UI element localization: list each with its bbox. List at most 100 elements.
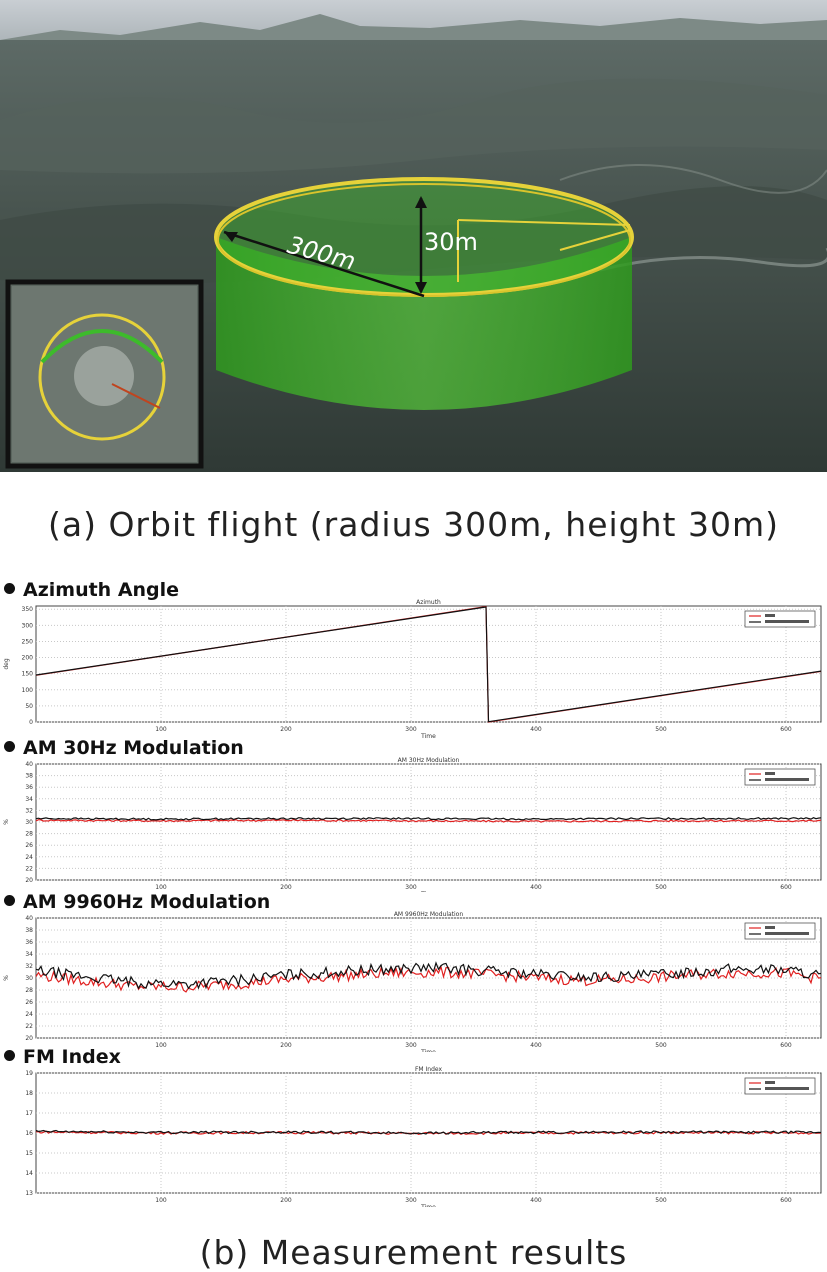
- chart-title: Azimuth: [416, 599, 441, 606]
- y-tick-label: 20: [25, 1035, 33, 1042]
- x-axis-label: Time: [420, 1049, 436, 1052]
- chart-title: FM Index: [415, 1066, 443, 1073]
- x-tick-label: 600: [780, 1197, 792, 1204]
- orbit-cylinder-top: [216, 179, 632, 295]
- y-tick-label: 250: [22, 638, 34, 645]
- x-tick-label: 200: [280, 884, 292, 891]
- y-tick-label: 32: [25, 963, 33, 970]
- section-title-am30: AM 30Hz Modulation: [4, 737, 244, 759]
- series-reference-line: [35, 961, 822, 990]
- series-reference-line: [35, 1129, 822, 1135]
- y-tick-label: 15: [25, 1150, 33, 1157]
- x-tick-label: 100: [155, 884, 167, 891]
- y-tick-label: 300: [22, 622, 34, 629]
- y-tick-label: 50: [25, 703, 33, 710]
- series-reference-line: [35, 816, 822, 821]
- y-tick-label: 34: [25, 951, 33, 958]
- legend-text-marker: [765, 772, 775, 775]
- x-tick-label: 400: [530, 1042, 542, 1049]
- bullet-icon: [4, 583, 15, 594]
- legend-text-marker: [765, 620, 809, 623]
- azimuth-chart: 100 200 300 400 500 600 0 50 100 150 200 250 300 350 A…: [3, 599, 822, 740]
- legend-text-marker: [765, 932, 809, 935]
- y-tick-label: 26: [25, 842, 33, 849]
- y-tick-label: 24: [25, 854, 33, 861]
- section-title-fm-index: FM Index: [4, 1046, 121, 1068]
- y-tick-label: 40: [25, 761, 33, 768]
- x-tick-label: 100: [155, 726, 167, 733]
- y-tick-label: 16: [25, 1130, 33, 1137]
- legend-text-marker: [765, 1081, 775, 1084]
- y-tick-label: 350: [22, 606, 34, 613]
- caption-measurement-results: (b) Measurement results: [199, 1233, 628, 1272]
- legend: [744, 922, 816, 940]
- y-tick-label: 32: [25, 807, 33, 814]
- y-tick-label: 36: [25, 784, 33, 791]
- am9960-chart: 100 200 300 400 500 600 20 22 24 26 28 30 32 34 36 38 40…: [3, 911, 822, 1052]
- y-tick-label: 17: [25, 1110, 33, 1117]
- legend-text-marker: [765, 614, 775, 617]
- x-tick-label: 400: [530, 1197, 542, 1204]
- bullet-icon: [4, 895, 15, 906]
- y-tick-label: 24: [25, 1011, 33, 1018]
- y-tick-label: 28: [25, 987, 33, 994]
- orbit-flight-scene: 300m 30m: [0, 0, 827, 472]
- height-label: 30m: [424, 228, 478, 256]
- y-tick-label: 100: [22, 687, 34, 694]
- y-axis-label: %: [3, 975, 10, 981]
- y-tick-label: 38: [25, 773, 33, 780]
- x-tick-label: 500: [655, 726, 667, 733]
- x-tick-label: 300: [405, 1042, 417, 1049]
- legend-box: [744, 922, 816, 940]
- chart-title: AM 9960Hz Modulation: [394, 911, 464, 918]
- x-tick-label: 200: [280, 1197, 292, 1204]
- legend-box: [744, 1077, 816, 1095]
- plot-area: [35, 605, 822, 723]
- x-tick-label: 100: [155, 1042, 167, 1049]
- orbit-cylinder-body: [216, 237, 632, 410]
- radius-arrow: [223, 230, 425, 298]
- series-measured-line: [35, 818, 822, 823]
- y-axis-label: deg: [3, 658, 10, 670]
- caption-orbit-flight: (a) Orbit flight (radius 300m, height 30…: [48, 505, 779, 544]
- y-tick-label: 19: [25, 1070, 33, 1077]
- legend: [744, 610, 816, 628]
- x-tick-label: 400: [530, 726, 542, 733]
- y-tick-label: 13: [25, 1190, 33, 1197]
- x-tick-label: 100: [155, 1197, 167, 1204]
- y-axis-label: %: [3, 819, 10, 825]
- legend-box: [744, 610, 816, 628]
- y-tick-label: 36: [25, 939, 33, 946]
- x-axis-label: Time: [420, 891, 436, 892]
- y-tick-label: 26: [25, 999, 33, 1006]
- legend-text-marker: [765, 926, 775, 929]
- x-tick-label: 600: [780, 726, 792, 733]
- legend-text-marker: [765, 778, 809, 781]
- x-tick-label: 300: [405, 884, 417, 891]
- x-tick-label: 500: [655, 1197, 667, 1204]
- y-tick-label: 22: [25, 1023, 33, 1030]
- y-tick-label: 34: [25, 796, 33, 803]
- inset-orbit-circle: [38, 313, 166, 441]
- y-tick-label: 14: [25, 1170, 33, 1177]
- y-tick-label: 20: [25, 877, 33, 884]
- x-tick-label: 600: [780, 1042, 792, 1049]
- y-tick-label: 28: [25, 831, 33, 838]
- x-axis-label: Time: [420, 1204, 436, 1207]
- section-title-azimuth: Azimuth Angle: [4, 579, 179, 601]
- series-reference-line: [35, 606, 822, 723]
- x-tick-label: 300: [405, 1197, 417, 1204]
- chart-title: AM 30Hz Modulation: [398, 757, 460, 764]
- x-tick-label: 600: [780, 884, 792, 891]
- y-tick-label: 22: [25, 865, 33, 872]
- bullet-icon: [4, 1050, 15, 1061]
- x-tick-label: 300: [405, 726, 417, 733]
- am30-chart: 100 200 300 400 500 600 20 22 24 26 28 30 32 34 36 38 40…: [3, 757, 822, 892]
- y-tick-label: 38: [25, 927, 33, 934]
- x-tick-label: 200: [280, 726, 292, 733]
- y-tick-label: 18: [25, 1090, 33, 1097]
- series-measured-line: [35, 964, 822, 993]
- x-tick-label: 500: [655, 884, 667, 891]
- y-tick-label: 30: [25, 975, 33, 982]
- section-title-am9960: AM 9960Hz Modulation: [4, 891, 270, 913]
